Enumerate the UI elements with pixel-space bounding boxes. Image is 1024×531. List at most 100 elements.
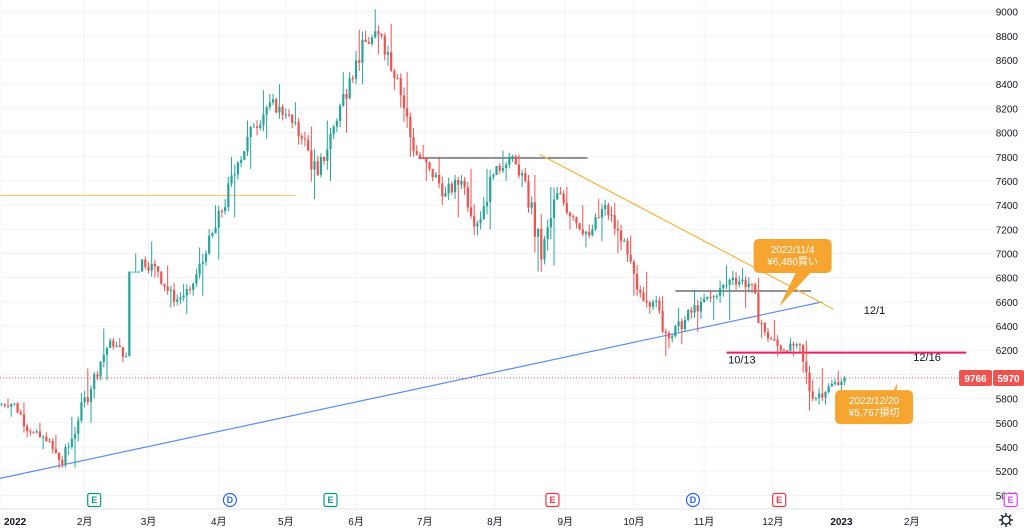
candle-body	[259, 124, 262, 129]
candle-body	[233, 174, 236, 176]
candle-body	[495, 166, 498, 175]
y-tick-label: 6400	[996, 322, 1019, 333]
candle-body	[144, 259, 147, 267]
event-label: E	[91, 495, 97, 505]
candle-body	[185, 289, 188, 296]
candle-body	[457, 179, 460, 185]
event-label: E	[776, 495, 782, 505]
settings-icon[interactable]	[998, 512, 1014, 528]
candle-body	[32, 432, 35, 434]
candle-body	[492, 174, 495, 177]
candle-body	[35, 431, 38, 433]
candle-body	[271, 99, 275, 103]
x-tick-label: 2月	[904, 516, 920, 528]
candle-body	[798, 344, 802, 346]
candle-body	[763, 323, 766, 333]
candle-body	[715, 295, 719, 297]
symbol-code: 9766	[964, 374, 987, 385]
symbol-badge	[959, 370, 992, 387]
candle-body	[792, 343, 795, 346]
candle-body	[278, 106, 281, 113]
candle-body	[224, 207, 227, 212]
candle-body	[434, 174, 438, 178]
candle-body	[734, 277, 738, 285]
candlestick-series	[0, 9, 846, 469]
candle-body	[118, 345, 121, 348]
candle-body	[629, 254, 632, 262]
candle-body	[16, 403, 19, 413]
candle-body	[93, 374, 96, 390]
candle-body	[840, 381, 843, 386]
x-tick-label: 9月	[557, 516, 573, 528]
candle-body	[415, 150, 418, 155]
candle-body	[565, 203, 568, 213]
x-tick-label: 8月	[487, 516, 503, 528]
event-label: E	[328, 495, 334, 505]
earnings-icon	[545, 492, 560, 508]
y-tick-label: 9000	[996, 8, 1019, 19]
callout-box	[753, 238, 832, 273]
trend-lines	[0, 153, 966, 479]
candle-body	[105, 347, 109, 355]
candle-body	[827, 386, 830, 393]
candle-body	[450, 183, 453, 193]
y-tick-label: 7800	[996, 153, 1019, 164]
candle-body	[584, 231, 588, 235]
y-tick-label: 5400	[996, 443, 1019, 454]
candle-body	[121, 347, 125, 357]
candle-body	[511, 156, 514, 158]
candle-body	[109, 340, 112, 348]
candle-body	[29, 431, 32, 433]
candle-body	[508, 156, 511, 165]
candle-body	[651, 301, 655, 307]
candle-body	[437, 174, 441, 184]
candle-body	[262, 114, 265, 125]
candle-body	[524, 173, 527, 181]
candle-body	[364, 39, 367, 42]
candle-body	[690, 310, 693, 313]
candle-body	[70, 438, 73, 447]
candle-body	[514, 156, 517, 165]
candle-body	[198, 263, 201, 275]
candle-body	[313, 161, 316, 170]
candle-body	[323, 157, 326, 161]
candle-body	[374, 31, 377, 38]
candle-body	[754, 284, 757, 294]
candle-body	[706, 296, 709, 299]
candle-body	[137, 271, 141, 273]
candle-body	[147, 266, 150, 271]
candle-body	[361, 39, 364, 63]
annotations: 2022/11/4¥6,480買い 2022/12/20¥5,767損切	[753, 238, 914, 425]
candle-body	[275, 99, 278, 113]
candle-body	[310, 150, 313, 170]
candle-body	[575, 217, 578, 224]
line-uptrend	[0, 301, 823, 479]
x-tick-label: 2022	[4, 517, 27, 528]
candle-body	[102, 354, 105, 362]
candle-body	[303, 138, 307, 140]
grid-lines	[0, 0, 998, 509]
candle-body	[348, 78, 351, 99]
event-label: E	[1008, 495, 1014, 505]
candle-body	[463, 180, 466, 188]
candle-body	[390, 52, 393, 71]
callout-text: 2022/11/4	[771, 245, 815, 256]
candle-body	[252, 126, 255, 128]
candle-body	[338, 105, 342, 121]
y-tick-label: 7200	[996, 225, 1019, 236]
candle-body	[543, 239, 546, 260]
candle-body	[19, 412, 22, 415]
candle-body	[406, 108, 409, 117]
candle-body	[536, 228, 540, 237]
candle-body	[396, 78, 399, 80]
y-tick-label: 7400	[996, 201, 1019, 212]
candle-body	[718, 288, 722, 296]
candle-body	[99, 361, 102, 377]
candle-body	[131, 271, 134, 273]
candle-body	[249, 127, 252, 137]
candle-body	[482, 206, 485, 220]
candle-body	[399, 78, 402, 96]
candle-body	[680, 321, 683, 330]
